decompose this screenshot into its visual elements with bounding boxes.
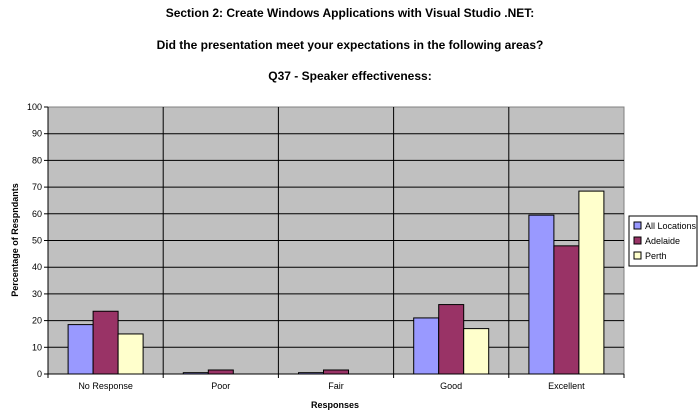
y-tick-label: 100: [27, 102, 42, 112]
legend-swatch: [633, 221, 642, 230]
chart-subtitle: Did the presentation meet your expectati…: [156, 38, 544, 52]
bar: [463, 328, 490, 375]
bar: [553, 245, 580, 375]
bars-group: [67, 190, 605, 375]
y-tick-label: 70: [32, 182, 42, 192]
y-tick-label: 10: [32, 342, 42, 352]
y-tick-label: 30: [32, 289, 42, 299]
bar: [117, 333, 144, 375]
bar: [413, 317, 440, 375]
x-tick-label: Fair: [328, 381, 344, 391]
category-dividers: [162, 107, 510, 374]
y-axis-ticks: 0 10 20 30 40 50 60 70 80 90 100: [27, 102, 48, 379]
bar: [67, 324, 94, 375]
legend-swatch: [633, 236, 642, 245]
bar: [528, 214, 555, 375]
y-tick-label: 20: [32, 316, 42, 326]
y-tick-label: 80: [32, 155, 42, 165]
legend-label: Adelaide: [645, 236, 680, 246]
legend: All Locations Adelaide Perth: [628, 215, 698, 267]
x-tick-label: Good: [440, 381, 462, 391]
x-axis-label: Responses: [311, 400, 359, 410]
bar: [92, 310, 119, 375]
x-tick-label: Excellent: [548, 381, 585, 391]
bar: [323, 369, 349, 375]
y-tick-label: 60: [32, 209, 42, 219]
y-tick-label: 0: [37, 369, 42, 379]
bar: [438, 304, 465, 375]
gridlines: [48, 133, 624, 348]
chart-question: Q37 - Speaker effectiveness:: [268, 69, 432, 83]
x-axis-ticks: No Response Poor Fair Good Excellent: [47, 374, 625, 391]
y-tick-label: 40: [32, 262, 42, 272]
x-tick-label: No Response: [78, 381, 133, 391]
legend-swatch: [633, 251, 642, 260]
legend-label: Perth: [645, 251, 667, 261]
chart-title: Section 2: Create Windows Applications w…: [165, 6, 535, 20]
y-tick-label: 90: [32, 129, 42, 139]
legend-label: All Locations: [645, 221, 697, 231]
y-tick-label: 50: [32, 236, 42, 246]
y-axis-label: Percentage of Respndants: [10, 183, 20, 297]
bar: [207, 369, 234, 375]
bar: [578, 190, 605, 375]
x-tick-label: Poor: [211, 381, 230, 391]
